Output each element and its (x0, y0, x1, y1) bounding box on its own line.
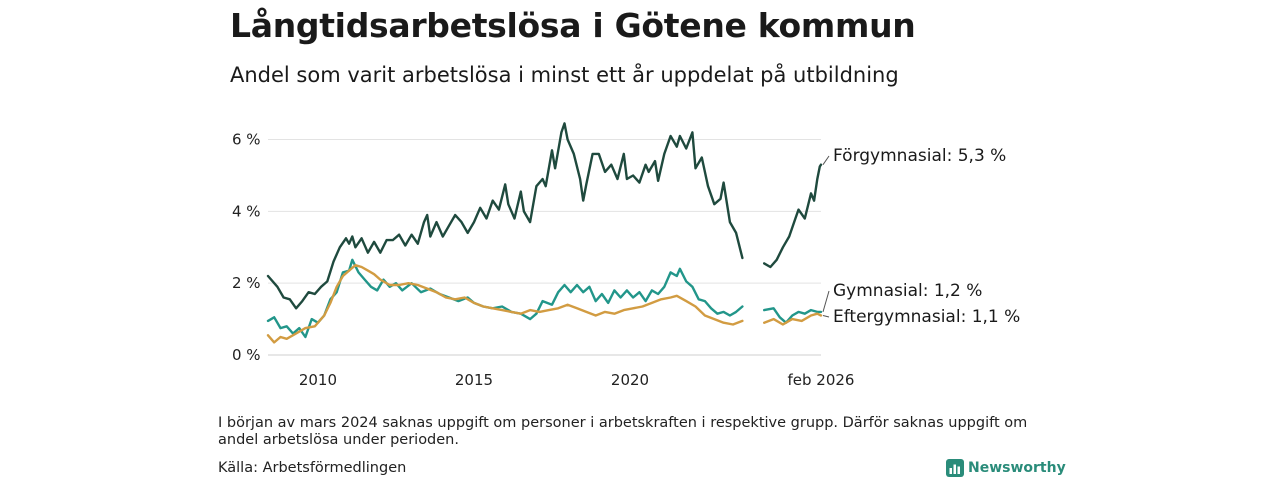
series-line-förgymnasial (266, 122, 823, 310)
chart-title: Långtidsarbetslösa i Götene kommun (230, 6, 916, 45)
series-line-gymnasial (266, 258, 823, 339)
brand-logo: Newsworthy (946, 459, 1066, 477)
label-leader-gymnasial (822, 290, 830, 313)
chart-subtitle: Andel som varit arbetslösa i minst ett å… (230, 63, 899, 87)
series-line-eftergymnasial (266, 264, 823, 344)
label-leader-förgymnasial (822, 155, 830, 165)
series-end-labels: Förgymnasial: 5,3 % Gymnasial: 1,2 % Efter… (822, 146, 1020, 327)
x-tick-label: 2020 (611, 371, 649, 389)
source-note: Källa: Arbetsförmedlingen (218, 460, 407, 476)
x-tick-label: 2015 (455, 371, 493, 389)
footnote: I början av mars 2024 saknas uppgift om … (218, 415, 1028, 448)
line-chart: 0 % 2 % 4 % 6 % 2010 2015 2020 feb 2026 Förgym… (232, 122, 1020, 389)
series-label-eftergymnasial: Eftergymnasial: 1,1 % (833, 307, 1020, 327)
y-tick-label: 6 % (232, 131, 261, 149)
x-tick-label: feb 2026 (788, 371, 855, 389)
y-axis-labels: 0 % 2 % 4 % 6 % (232, 131, 261, 364)
series-lines (266, 122, 823, 344)
newsworthy-logo-icon (946, 459, 964, 477)
brand-name: Newsworthy (968, 460, 1066, 476)
series-label-förgymnasial: Förgymnasial: 5,3 % (833, 146, 1006, 166)
label-leader-eftergymnasial (822, 315, 830, 318)
y-tick-label: 4 % (232, 202, 261, 220)
y-tick-label: 2 % (232, 274, 261, 292)
y-tick-label: 0 % (232, 346, 261, 364)
series-label-gymnasial: Gymnasial: 1,2 % (833, 281, 982, 301)
x-tick-label: 2010 (299, 371, 337, 389)
x-axis-labels: 2010 2015 2020 feb 2026 (299, 371, 855, 389)
